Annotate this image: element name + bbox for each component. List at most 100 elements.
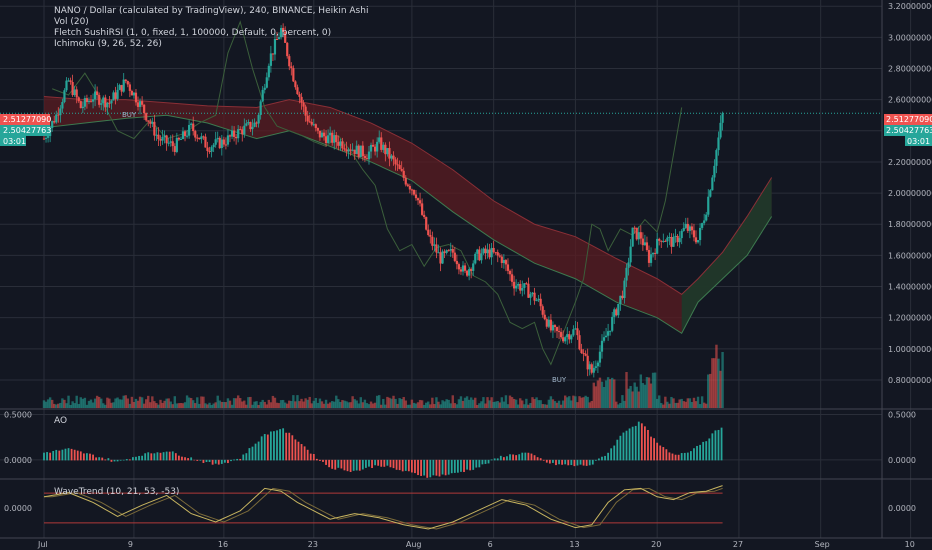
volume-bar bbox=[504, 395, 508, 408]
candle-body bbox=[480, 253, 483, 261]
ao-bar bbox=[309, 453, 312, 461]
candle-body bbox=[136, 102, 140, 107]
volume-bar bbox=[631, 391, 634, 408]
candle-body bbox=[694, 237, 698, 243]
volume-bar bbox=[472, 399, 475, 408]
ao-bar bbox=[92, 454, 94, 461]
candle-body bbox=[71, 81, 74, 96]
candle-body bbox=[696, 240, 700, 243]
ao-bar bbox=[392, 459, 395, 469]
candle-body bbox=[87, 100, 91, 103]
volume-bar bbox=[208, 402, 211, 408]
candle-body bbox=[204, 136, 207, 148]
legend-volume: Vol (20) bbox=[54, 17, 89, 27]
ao-bar bbox=[288, 432, 291, 461]
senkou-b-line bbox=[43, 114, 773, 334]
candle-body bbox=[386, 148, 389, 155]
candle-body bbox=[584, 353, 587, 356]
ao-bar bbox=[524, 452, 527, 461]
volume-bar bbox=[715, 344, 718, 408]
kumo-bull bbox=[681, 177, 772, 334]
candle-body bbox=[312, 124, 315, 126]
ao-bar bbox=[656, 442, 659, 461]
candle-body bbox=[345, 149, 348, 152]
ao-bar bbox=[254, 443, 257, 461]
candle-body bbox=[682, 227, 685, 231]
y-tick-label: 2.20000000 bbox=[888, 158, 932, 167]
volume-bar bbox=[541, 404, 544, 408]
volume-bar bbox=[210, 404, 213, 408]
volume-bar bbox=[239, 398, 242, 408]
volume-bar bbox=[275, 402, 279, 408]
volume-bar bbox=[543, 404, 546, 408]
ao-bar bbox=[555, 459, 557, 466]
volume-bar bbox=[633, 382, 636, 408]
candle-body bbox=[132, 92, 136, 96]
candlesticks bbox=[42, 23, 724, 378]
ao-bar bbox=[499, 455, 502, 461]
last-price-badge-right bbox=[884, 114, 932, 125]
ao-bar bbox=[358, 459, 361, 471]
chikou-line bbox=[51, 20, 683, 366]
volume-bar bbox=[102, 403, 105, 408]
ao-bar bbox=[472, 459, 475, 470]
volume-bar bbox=[85, 404, 89, 408]
candle-body bbox=[547, 319, 550, 327]
candle-body bbox=[594, 366, 597, 368]
ao-bar bbox=[297, 441, 300, 461]
last-price-badge-left bbox=[0, 114, 50, 125]
ao-bar bbox=[162, 452, 165, 461]
volume-bar bbox=[639, 374, 643, 408]
ao-bar bbox=[469, 459, 472, 471]
candle-body bbox=[506, 264, 510, 271]
ao-bar bbox=[573, 459, 576, 467]
ao-bar bbox=[404, 459, 407, 471]
volume-bar bbox=[134, 398, 138, 408]
volume-bar bbox=[328, 402, 332, 408]
candle-body bbox=[339, 141, 342, 146]
ao-bar bbox=[714, 430, 717, 461]
x-tick-label: Aug bbox=[406, 540, 422, 549]
ao-bar bbox=[46, 452, 48, 461]
ao-bar bbox=[689, 451, 692, 461]
ao-bar bbox=[58, 450, 61, 461]
candle-body bbox=[304, 106, 307, 116]
candle-body bbox=[124, 79, 127, 82]
volume-bar bbox=[292, 395, 295, 408]
volume-bar bbox=[249, 396, 252, 408]
candle-body bbox=[543, 314, 546, 320]
ao-bar bbox=[291, 435, 294, 461]
ao-bar bbox=[285, 432, 288, 461]
wt-y-tick: 0.0000 bbox=[888, 504, 916, 513]
ao-bar bbox=[144, 453, 147, 461]
y-tick-label: 2.00000000 bbox=[888, 189, 932, 198]
candle-body bbox=[600, 340, 604, 352]
volume-bar bbox=[406, 404, 410, 408]
ao-bar bbox=[220, 459, 223, 464]
volume-bar bbox=[255, 401, 258, 408]
volume-bar bbox=[537, 400, 540, 408]
y-tick-label: 1.60000000 bbox=[888, 251, 932, 260]
volume-bar bbox=[498, 402, 501, 408]
candle-body bbox=[357, 145, 360, 158]
candle-body bbox=[619, 295, 622, 304]
volume-bar bbox=[445, 399, 448, 408]
countdown-right: 03:01 bbox=[907, 137, 930, 146]
candle-body bbox=[660, 240, 663, 242]
volume-bar bbox=[429, 404, 432, 408]
close-price-badge-left bbox=[0, 125, 50, 136]
volume-bar bbox=[705, 403, 708, 408]
legend-sushirsi: Fletch SushiRSI (1, 0, fixed, 1, 100000,… bbox=[54, 28, 331, 38]
candle-body bbox=[138, 101, 142, 107]
volume-bar bbox=[261, 399, 264, 408]
candle-body bbox=[508, 270, 512, 275]
candle-body bbox=[380, 137, 383, 150]
volume-bar bbox=[433, 404, 436, 408]
volume-bar bbox=[206, 404, 209, 408]
volume-bar bbox=[519, 398, 522, 408]
candle-body bbox=[67, 80, 70, 82]
volume-bar bbox=[136, 400, 140, 408]
ao-bar bbox=[239, 458, 242, 461]
ao-bar bbox=[355, 459, 358, 471]
